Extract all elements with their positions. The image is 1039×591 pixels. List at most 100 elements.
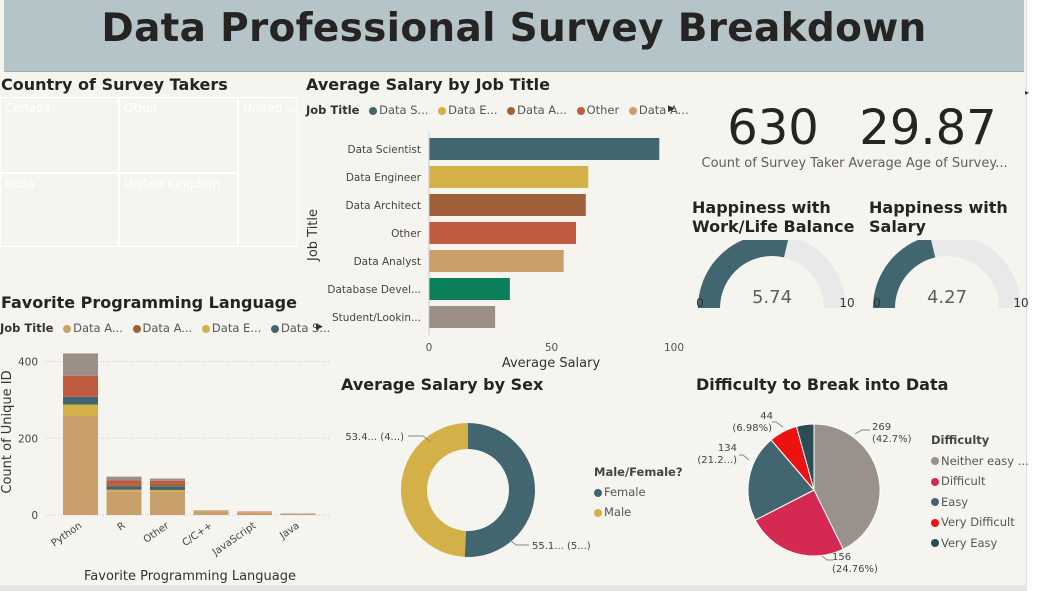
stack-segment bbox=[63, 416, 98, 515]
difficulty-pie: 269(42.7%) 156(24.76%) 134(21.2...) 44(6.98… bbox=[697, 411, 911, 575]
donut-slice bbox=[400, 423, 468, 557]
legend-item[interactable]: Data S... bbox=[379, 103, 429, 117]
treemap-cell-canada[interactable]: Canada bbox=[0, 97, 119, 173]
legend-item[interactable]: Data S... bbox=[280, 321, 331, 335]
legend-swatch bbox=[132, 324, 141, 333]
legend-item[interactable]: Very Difficult bbox=[931, 512, 1029, 533]
category-tick-label: Data Scientist bbox=[348, 144, 422, 156]
data-label: 55.1... (5...) bbox=[532, 541, 591, 552]
bar bbox=[429, 278, 510, 300]
stack-segment bbox=[106, 489, 142, 492]
legend-item[interactable]: Data E... bbox=[211, 321, 262, 335]
y-tick-label: 200 bbox=[18, 433, 38, 445]
treemap-cell-label: United ... bbox=[243, 101, 298, 115]
category-tick-label: Database Devel... bbox=[327, 284, 421, 296]
legend-item[interactable]: Easy bbox=[931, 492, 1029, 513]
gauge-title-salary: Happiness with Salary bbox=[869, 198, 1008, 236]
kpi-value: 29.87 bbox=[859, 100, 997, 156]
legend-title: Job Title bbox=[306, 103, 360, 117]
legend-item[interactable]: Difficult bbox=[931, 471, 1029, 492]
donut-slice bbox=[464, 423, 535, 557]
stack-segment bbox=[237, 512, 272, 515]
category-tick-label: Data Analyst bbox=[354, 256, 421, 268]
legend-item[interactable]: Data A... bbox=[73, 321, 123, 335]
stack-segment bbox=[106, 476, 142, 481]
legend-item[interactable]: Very Easy bbox=[931, 533, 1029, 554]
salary-by-job-legend[interactable]: Job Title Data S... Data E... Data A... … bbox=[306, 103, 689, 117]
legend-next-icon[interactable]: ▶ bbox=[316, 322, 323, 332]
legend-swatch bbox=[369, 106, 378, 115]
prog-lang-chart: 0 200 400 Python R Other C/C++JavaScript Java Fa… bbox=[0, 353, 330, 584]
gauge-salary: 4.27 0 10 bbox=[873, 240, 1029, 310]
leader-line bbox=[509, 539, 529, 546]
data-label-percent: (6.98%) bbox=[732, 423, 772, 434]
prog-lang-legend[interactable]: Job Title Data A... Data A... Data E... … bbox=[0, 321, 330, 335]
leader-line bbox=[821, 555, 833, 561]
salary-by-sex-donut: 55.1... (5...) 53.4... (4...) bbox=[345, 423, 591, 557]
x-tick-label: Other bbox=[142, 520, 172, 546]
expand-arrow-icon[interactable]: ▸ bbox=[1025, 88, 1030, 97]
x-tick-label: C/C++ bbox=[180, 520, 214, 549]
stack-segment bbox=[63, 396, 98, 405]
treemap-cell-label: Canada bbox=[5, 101, 51, 115]
salary-by-sex-legend[interactable]: Male/Female? Female Male bbox=[594, 462, 683, 522]
legend-swatch bbox=[931, 539, 939, 547]
treemap-title: Country of Survey Takers bbox=[1, 75, 228, 94]
legend-next-icon[interactable]: ▶ bbox=[668, 104, 675, 114]
leader-line bbox=[408, 435, 432, 443]
legend-swatch bbox=[507, 106, 516, 115]
x-axis-label: Average Salary bbox=[502, 356, 601, 371]
legend-item-female[interactable]: Female bbox=[594, 482, 683, 502]
x-tick-label: JavaScript bbox=[210, 520, 258, 558]
right-scroll-edge[interactable]: ▸ bbox=[1025, 0, 1039, 591]
gauge-min: 0 bbox=[873, 296, 881, 310]
category-tick-label: Student/Lookin... bbox=[332, 312, 421, 324]
bottom-strip bbox=[0, 585, 1026, 591]
stack-segment bbox=[106, 484, 142, 487]
stack-segment bbox=[150, 483, 185, 487]
legend-title: Male/Female? bbox=[594, 465, 683, 479]
legend-item[interactable]: Data A... bbox=[517, 103, 567, 117]
data-label: 134 bbox=[718, 443, 737, 454]
legend-item-male[interactable]: Male bbox=[594, 502, 683, 522]
treemap-cell-united-states[interactable]: United ... bbox=[238, 97, 298, 247]
pie-slice bbox=[754, 489, 844, 557]
legend-title: Job Title bbox=[0, 321, 54, 335]
salary-by-job-title: Average Salary by Job Title bbox=[306, 75, 550, 94]
data-label-percent: (24.76%) bbox=[832, 564, 878, 575]
y-axis-label: Count of Unique ID bbox=[0, 370, 15, 493]
gauge-min: 0 bbox=[696, 296, 704, 310]
stack-segment bbox=[150, 490, 185, 492]
country-treemap[interactable]: Canada Other United ... India United Kin… bbox=[0, 97, 298, 247]
kpi-label: Count of Survey Taker bbox=[701, 156, 845, 171]
legend-item[interactable]: Data A... bbox=[142, 321, 193, 335]
y-tick-label: 0 bbox=[31, 510, 38, 522]
gauge-fill bbox=[698, 240, 789, 308]
legend-swatch bbox=[576, 106, 585, 115]
leader-line bbox=[854, 429, 870, 435]
difficulty-legend[interactable]: Difficulty Neither easy ... Difficult Ea… bbox=[931, 430, 1029, 553]
treemap-cell-united-kingdom[interactable]: United Kingdom bbox=[119, 173, 238, 247]
x-tick-label: 100 bbox=[664, 342, 684, 354]
legend-item[interactable]: Data E... bbox=[448, 103, 498, 117]
data-label: 44 bbox=[760, 411, 773, 422]
bar bbox=[429, 306, 496, 328]
legend-swatch bbox=[931, 498, 939, 506]
legend-item[interactable]: Other bbox=[586, 103, 620, 117]
gauge-fill bbox=[873, 240, 936, 308]
gauge-value: 4.27 bbox=[927, 287, 967, 308]
leader-line bbox=[739, 454, 750, 461]
treemap-cell-india[interactable]: India bbox=[0, 173, 119, 247]
x-tick-label: Python bbox=[50, 520, 85, 549]
legend-swatch bbox=[931, 477, 939, 486]
legend-item[interactable]: Data A... bbox=[638, 103, 689, 117]
x-tick-label: 0 bbox=[426, 342, 433, 354]
category-tick-label: Data Architect bbox=[346, 200, 422, 212]
x-tick-label: Java bbox=[277, 520, 301, 542]
legend-item[interactable]: Neither easy ... bbox=[931, 451, 1029, 472]
dashboard-title-bar: Data Professional Survey Breakdown bbox=[4, 0, 1024, 72]
legend-title: Difficulty bbox=[931, 433, 990, 447]
treemap-cell-other[interactable]: Other bbox=[119, 97, 238, 173]
y-tick-label: 400 bbox=[18, 357, 38, 369]
category-tick-label: Other bbox=[391, 228, 421, 240]
